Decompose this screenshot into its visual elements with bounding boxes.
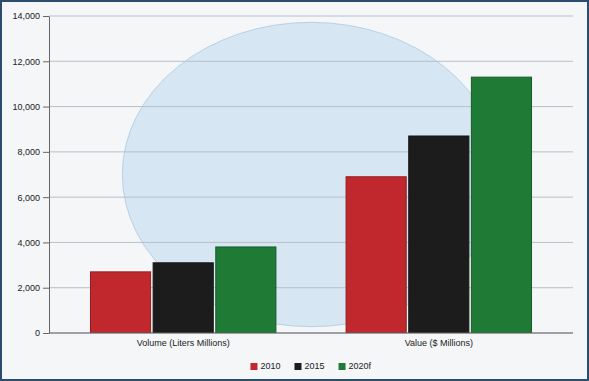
y-tick-label: 12,000 [12,57,40,67]
bar [409,136,469,333]
y-tick-mark [43,107,49,108]
y-tick: 0 [35,328,49,338]
x-tick: Value ($ Millions) [405,338,473,348]
y-tick-mark [43,16,49,17]
y-tick: 6,000 [17,193,49,203]
grid [49,16,573,333]
grid-line [49,61,573,62]
y-tick: 4,000 [17,238,49,248]
legend-swatch [294,363,301,370]
legend-swatch [250,363,257,370]
x-tick-label: Value ($ Millions) [405,338,473,348]
x-axis: Volume (Liters Millions) Value ($ Million… [49,333,573,348]
legend-label: 2020f [349,361,372,371]
legend-item: 2010 [250,361,280,371]
y-axis: 0 2,000 4,000 6,000 8,000 10,000 12,000 14,000 [12,11,49,338]
y-tick: 10,000 [12,102,49,112]
bar [216,247,276,333]
legend-item: 2020f [339,361,372,371]
y-tick-mark [43,152,49,153]
y-tick-label: 6,000 [17,193,40,203]
grid-line [49,16,573,17]
y-tick-mark [43,333,49,334]
bar [346,177,406,333]
grid-line [49,333,573,334]
legend-swatch [339,363,346,370]
legend-label: 2015 [304,361,324,371]
y-tick-label: 14,000 [12,11,40,21]
y-tick-mark [43,288,49,289]
x-axis-line [49,333,573,334]
y-axis-line [49,17,50,334]
x-tick-label: Volume (Liters Millions) [137,338,230,348]
y-tick-label: 10,000 [12,102,40,112]
y-tick-mark [43,197,49,198]
y-tick: 2,000 [17,283,49,293]
x-tick: Volume (Liters Millions) [137,338,230,348]
y-tick: 8,000 [17,147,49,157]
y-tick-mark [43,242,49,243]
bar [471,77,531,333]
y-tick-mark [43,61,49,62]
y-tick-label: 2,000 [17,283,40,293]
bar [153,263,213,333]
bars [90,77,531,333]
legend: 2010 2015 2020f [250,361,371,371]
y-tick: 12,000 [12,57,49,67]
background [1,1,588,380]
y-tick: 14,000 [12,11,49,21]
y-tick-label: 8,000 [17,147,40,157]
y-tick-label: 4,000 [17,238,40,248]
bar [90,272,150,333]
y-tick-label: 0 [35,328,40,338]
legend-label: 2010 [260,361,280,371]
legend-item: 2015 [294,361,324,371]
